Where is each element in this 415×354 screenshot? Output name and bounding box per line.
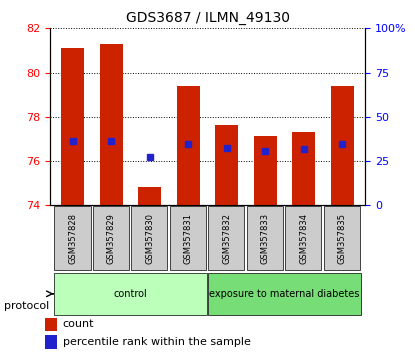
FancyBboxPatch shape [285,206,321,270]
FancyBboxPatch shape [54,206,90,270]
Text: protocol: protocol [4,301,49,311]
Bar [331,86,354,205]
Text: GSM357829: GSM357829 [107,213,116,263]
Bar [138,187,161,205]
FancyBboxPatch shape [324,206,360,270]
Text: control: control [114,289,147,299]
Bar [254,136,277,205]
Text: GSM357831: GSM357831 [184,212,193,264]
Text: count: count [63,319,94,329]
Title: GDS3687 / ILMN_49130: GDS3687 / ILMN_49130 [125,11,290,24]
Text: GSM357835: GSM357835 [338,212,347,264]
Bar [45,318,57,331]
Bar [61,48,84,205]
Bar [177,86,200,205]
Text: exposure to maternal diabetes: exposure to maternal diabetes [209,289,360,299]
Text: GSM357833: GSM357833 [261,212,270,264]
FancyBboxPatch shape [208,273,361,314]
Text: GSM357832: GSM357832 [222,212,231,264]
Bar [215,125,238,205]
FancyBboxPatch shape [247,206,283,270]
FancyBboxPatch shape [93,206,129,270]
FancyBboxPatch shape [54,273,207,314]
Bar [100,44,123,205]
Bar [292,132,315,205]
Text: GSM357830: GSM357830 [145,212,154,264]
Bar [45,335,57,349]
Text: GSM357828: GSM357828 [68,212,77,264]
Text: GSM357834: GSM357834 [299,212,308,264]
FancyBboxPatch shape [208,206,244,270]
FancyBboxPatch shape [170,206,206,270]
Text: percentile rank within the sample: percentile rank within the sample [63,337,251,347]
FancyBboxPatch shape [131,206,168,270]
